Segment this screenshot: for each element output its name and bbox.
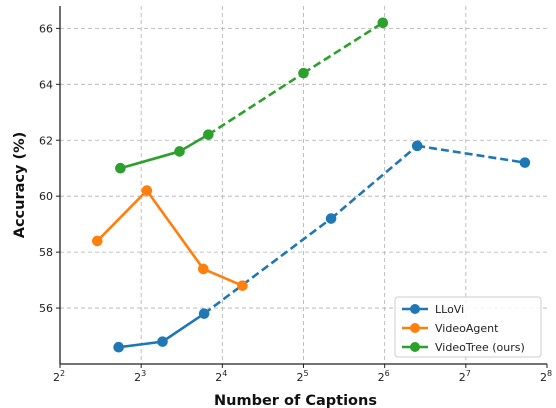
series-line-segment [203, 217, 332, 315]
data-point [91, 235, 103, 247]
data-point [237, 280, 248, 291]
x-tick-label: 27 [459, 369, 471, 384]
data-point [174, 146, 185, 157]
data-point [115, 162, 126, 174]
series-line-segment [178, 133, 210, 153]
x-tick-label: 23 [134, 369, 146, 384]
legend-label: VideoAgent [435, 322, 499, 335]
legend-swatch-marker [410, 304, 420, 314]
axes: 22 23 24 25 26 27 28 56 58 60 62 64 66 Number of Capt… [12, 6, 552, 408]
data-point [198, 308, 210, 319]
series-videoagent [91, 185, 248, 291]
data-point [113, 341, 124, 353]
series-videotree-ours [115, 17, 389, 174]
y-tick-label: 56 [39, 302, 53, 315]
data-point [198, 263, 209, 275]
series-line-segment [202, 267, 243, 287]
series-line-segment [145, 189, 205, 270]
x-tick-label: 22 [53, 369, 65, 384]
series-line-segment [120, 150, 180, 170]
data-point [325, 213, 337, 224]
y-tick-label: 58 [39, 246, 53, 259]
legend-label: LLoVi [435, 303, 464, 316]
series-llovi [113, 140, 531, 353]
y-tick-label: 62 [39, 134, 53, 147]
legend-box [394, 296, 542, 358]
data-point [411, 140, 423, 152]
x-axis-title: Number of Captions [214, 393, 377, 408]
y-tick-label: 60 [39, 190, 53, 203]
series-line-segment [118, 340, 163, 349]
legend-swatch-marker [410, 342, 420, 352]
data-point [377, 17, 389, 29]
data-point [203, 129, 214, 140]
x-tick-label: 24 [215, 369, 227, 384]
series-line-segment [161, 312, 205, 343]
data-point [298, 67, 309, 79]
y-axis-title: Accuracy (%) [12, 132, 28, 239]
y-tick-label: 64 [39, 78, 53, 91]
grid [60, 6, 547, 364]
data-point [141, 185, 153, 196]
x-tick-label: 25 [296, 369, 308, 384]
x-tick-label: 28 [540, 369, 552, 384]
data-point [519, 157, 531, 168]
legend-label: VideoTree (ours) [435, 341, 525, 354]
series-layer [91, 17, 531, 353]
legend-swatch-marker [410, 323, 420, 333]
legend: LLoVi VideoAgent VideoTree (ours) [394, 296, 542, 358]
series-line-segment [96, 189, 148, 242]
series-line-segment [302, 21, 384, 75]
x-tick-label: 26 [378, 369, 390, 384]
series-line-segment [330, 144, 419, 220]
series-line-segment [207, 72, 305, 136]
y-tick-label: 66 [39, 22, 53, 35]
data-point [157, 336, 168, 347]
series-line-segment [417, 144, 526, 164]
